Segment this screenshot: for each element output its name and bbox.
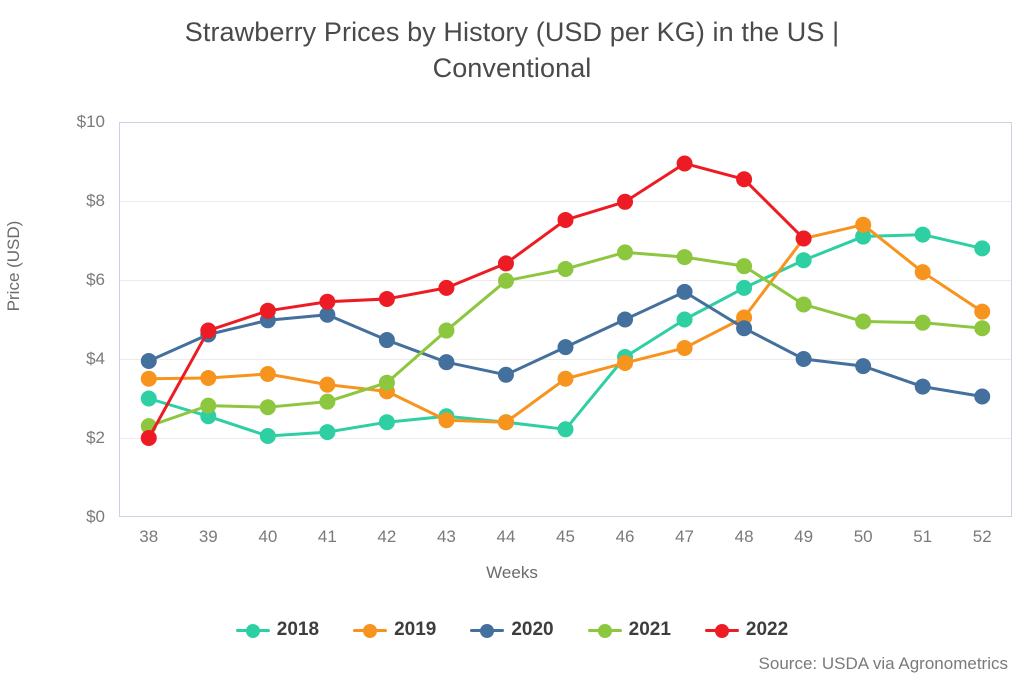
x-axis-tick-label: 41 xyxy=(317,527,337,546)
x-axis-tick-label: 38 xyxy=(139,527,159,546)
legend-item-2018[interactable]: 2018 xyxy=(235,619,320,641)
x-axis-tick-label: 52 xyxy=(972,527,992,546)
legend-label: 2021 xyxy=(628,619,671,640)
chart-legend: 2018 2019 2020 2021 2022 xyxy=(0,619,1024,641)
legend-label: 2019 xyxy=(394,619,437,640)
legend-item-2020[interactable]: 2020 xyxy=(470,619,554,641)
x-axis-tick-label: 46 xyxy=(615,527,635,546)
x-axis-tick-label: 44 xyxy=(496,527,516,546)
legend-marker-icon xyxy=(470,622,505,638)
x-axis-tick-label: 49 xyxy=(794,527,814,546)
x-axis-tick-label: 51 xyxy=(913,527,933,546)
y-axis-tick-label: $8 xyxy=(86,191,105,210)
legend-marker-icon xyxy=(353,622,388,638)
x-axis-tick-label: 42 xyxy=(377,527,397,546)
x-axis-tick-label: 43 xyxy=(436,527,456,546)
y-axis-tick-label: $6 xyxy=(86,270,105,289)
legend-marker-icon xyxy=(235,622,270,638)
y-axis-tick-label: $2 xyxy=(86,428,105,447)
y-axis-tick-label: $10 xyxy=(76,112,105,131)
gridline xyxy=(120,359,1011,360)
y-axis-tick-label: $4 xyxy=(86,349,105,368)
x-axis-title: Weeks xyxy=(486,563,538,582)
chart-title: Strawberry Prices by History (USD per KG… xyxy=(184,17,840,83)
y-axis-title: Price (USD) xyxy=(4,220,23,312)
y-axis-tick-label: $0 xyxy=(86,507,105,526)
plot-area xyxy=(119,122,1012,517)
legend-item-2021[interactable]: 2021 xyxy=(587,619,671,641)
x-axis-tick-label: 47 xyxy=(675,527,695,546)
source-note: Source: USDA via Agronometrics xyxy=(758,654,1008,673)
legend-item-2019[interactable]: 2019 xyxy=(353,619,436,641)
x-axis-tick-label: 39 xyxy=(198,527,218,546)
gridline xyxy=(120,201,1011,202)
legend-item-2022[interactable]: 2022 xyxy=(704,619,789,641)
gridline xyxy=(120,280,1011,281)
legend-marker-icon xyxy=(587,622,622,638)
x-axis-tick-label: 48 xyxy=(734,527,754,546)
gridline xyxy=(120,438,1011,439)
x-axis-tick-label: 50 xyxy=(853,527,873,546)
legend-label: 2018 xyxy=(276,619,320,640)
x-axis-tick-label: 45 xyxy=(556,527,575,546)
legend-label: 2022 xyxy=(745,619,789,640)
legend-label: 2020 xyxy=(511,619,554,640)
x-axis-tick-label: 40 xyxy=(258,527,278,546)
legend-marker-icon xyxy=(704,622,739,638)
